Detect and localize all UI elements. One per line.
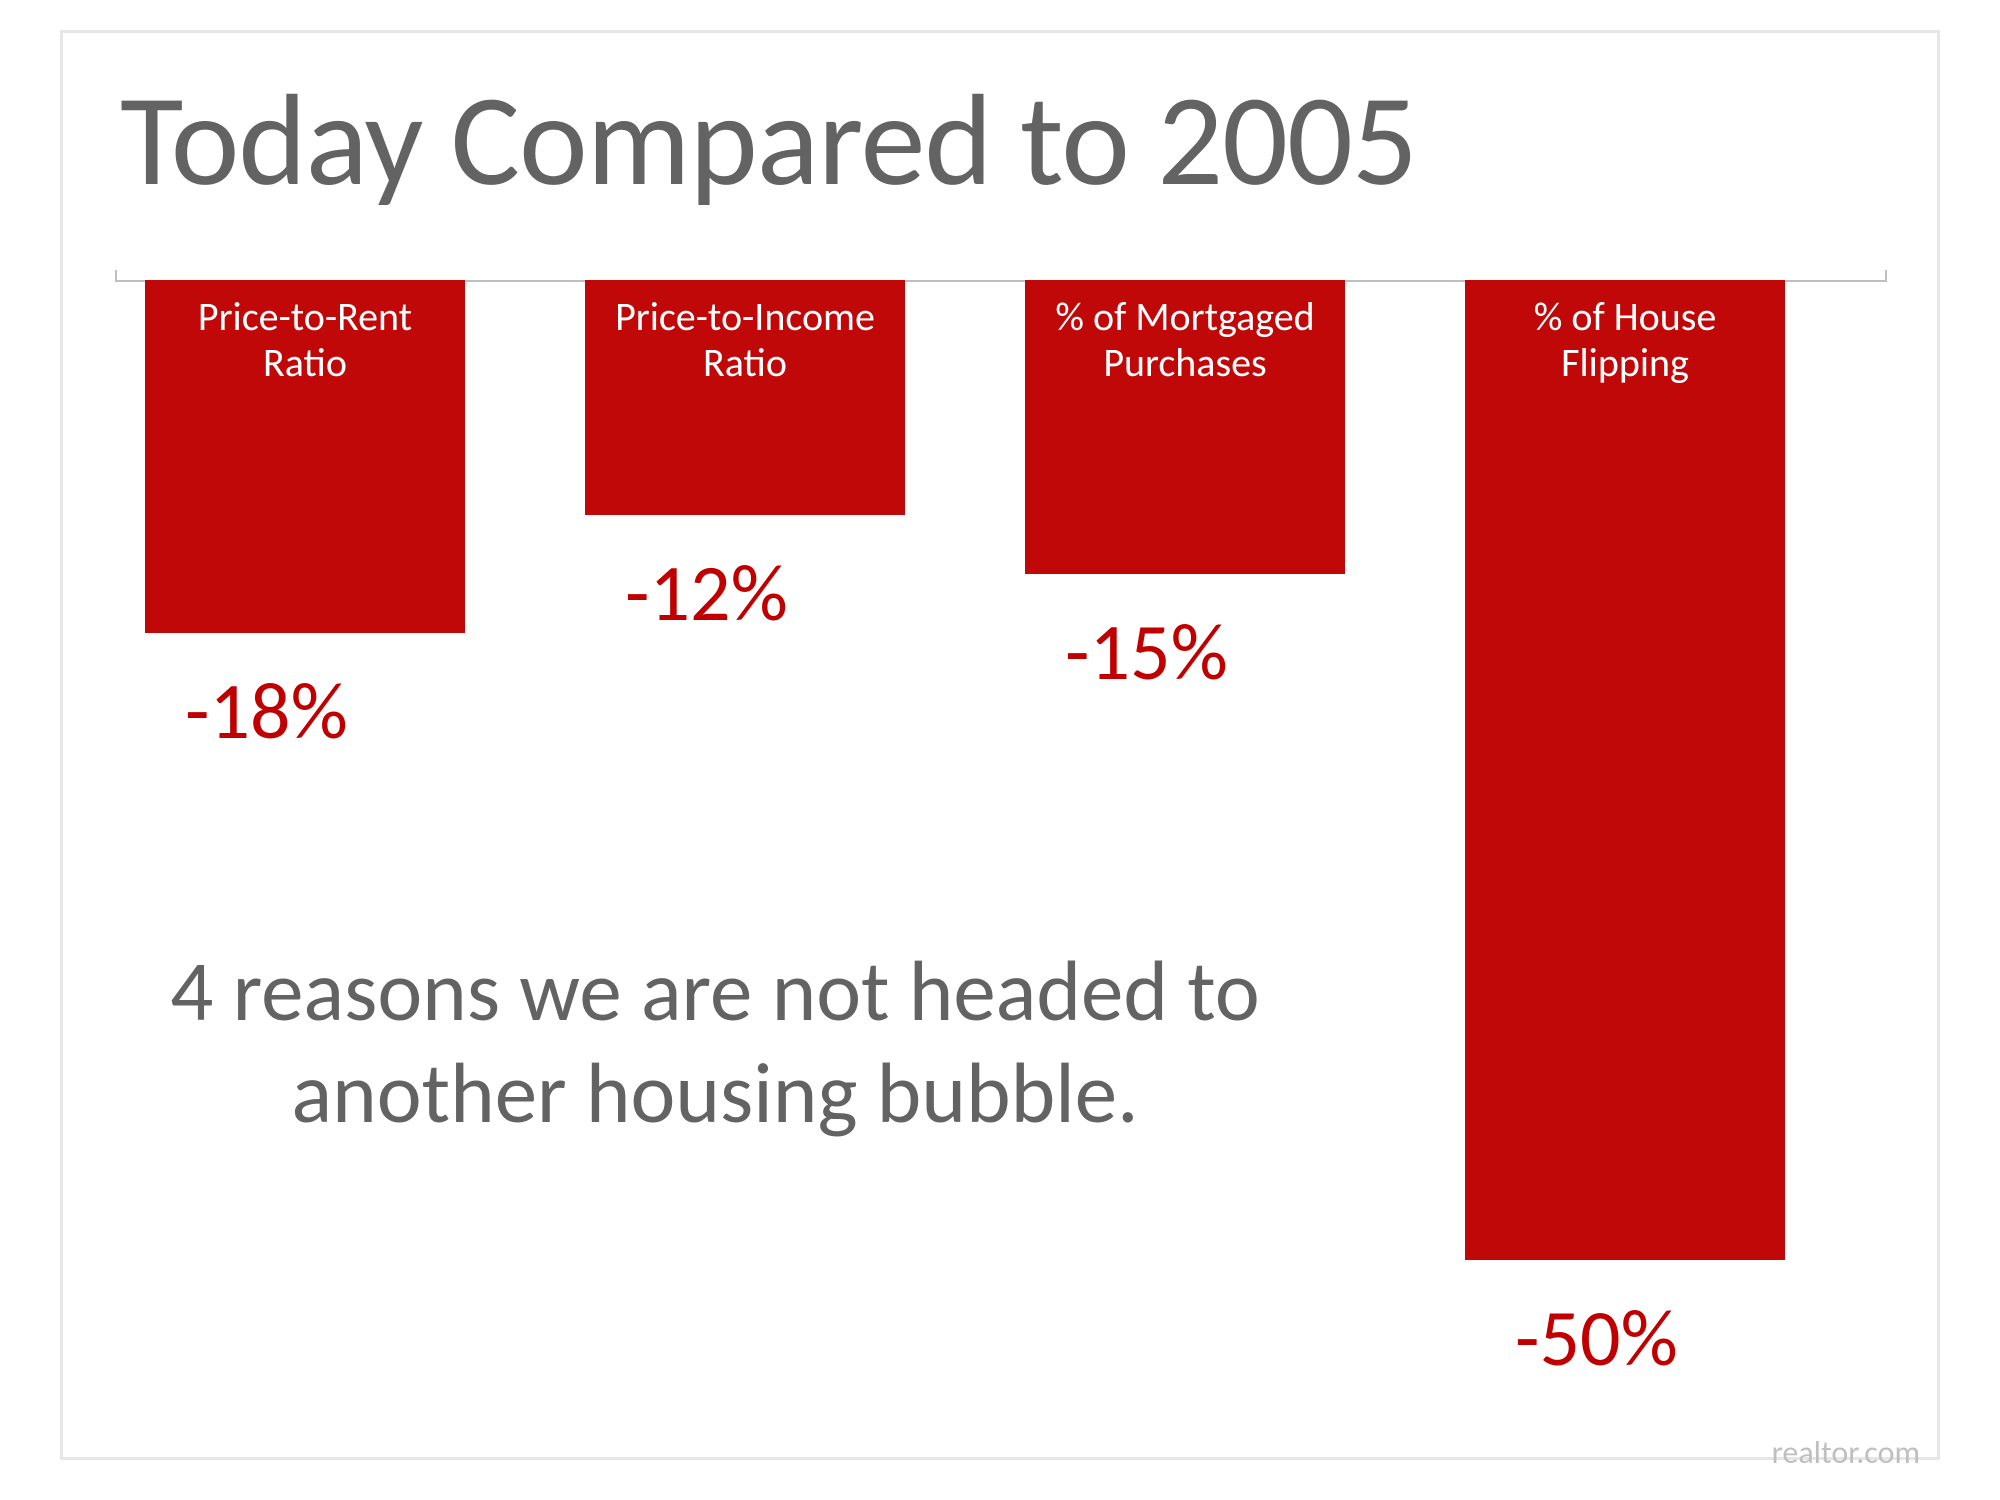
source-attribution: realtor.com xyxy=(1772,1433,1920,1472)
bar-label: Price-to-Rent Ratio xyxy=(145,294,465,386)
bar-chart: Price-to-Rent Ratio -18% Price-to-Income… xyxy=(115,280,1885,1400)
chart-subtitle: 4 reasons we are not headed to another h… xyxy=(140,940,1290,1144)
bar-value-label: -12% xyxy=(625,545,788,642)
bar-label: % of Mortgaged Purchases xyxy=(1025,294,1345,386)
bar-label: Price-to-Income Ratio xyxy=(585,294,905,386)
bar-value-label: -15% xyxy=(1065,604,1228,701)
chart-title: Today Compared to 2005 xyxy=(120,60,1417,219)
slide-root: Today Compared to 2005 Price-to-Rent Rat… xyxy=(0,0,2000,1500)
bar-mortgaged-purchases: % of Mortgaged Purchases xyxy=(1025,280,1345,574)
bar-price-to-income: Price-to-Income Ratio xyxy=(585,280,905,515)
bar-price-to-rent: Price-to-Rent Ratio xyxy=(145,280,465,633)
axis-tick-right xyxy=(1885,270,1887,282)
bar-house-flipping: % of House Flipping xyxy=(1465,280,1785,1260)
bar-value-label: -18% xyxy=(185,663,348,760)
bar-label: % of House Flipping xyxy=(1465,294,1785,386)
bar-value-label: -50% xyxy=(1515,1290,1678,1387)
